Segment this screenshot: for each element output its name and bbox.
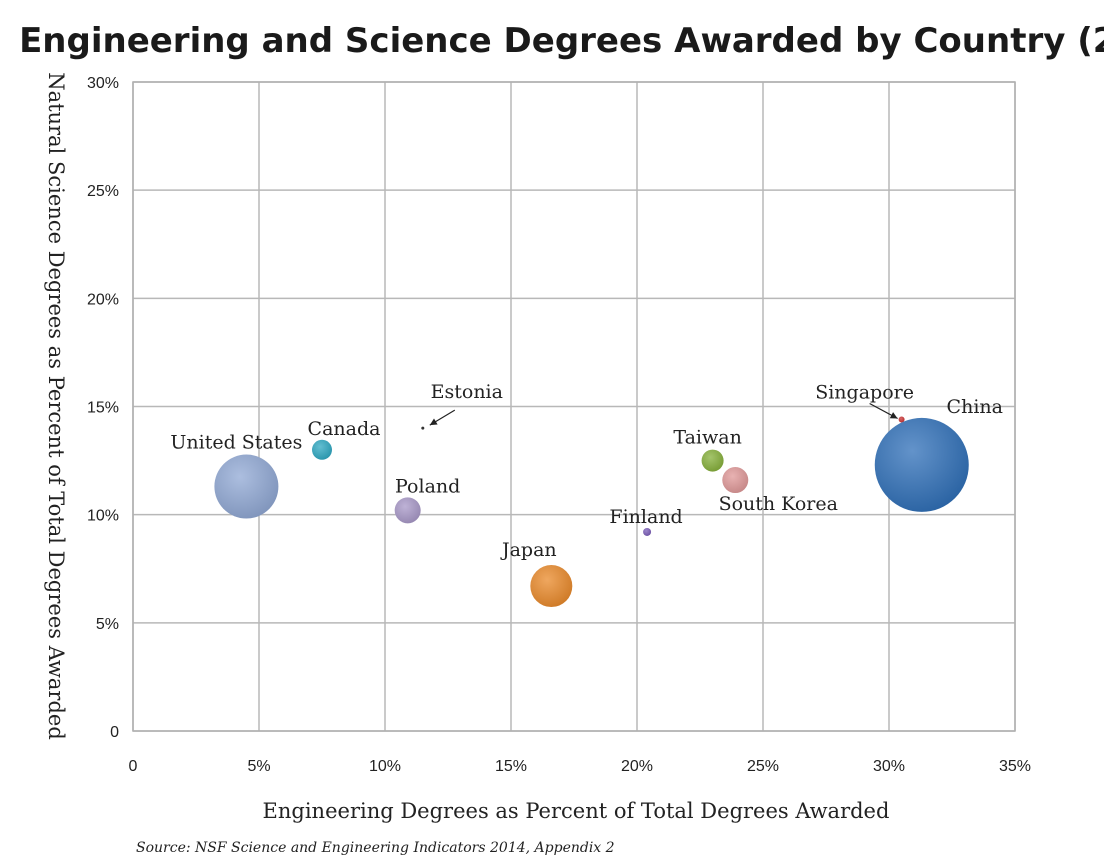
bubble-china — [874, 417, 969, 512]
x-tick-label: 5% — [247, 758, 270, 775]
bubble-poland — [394, 497, 421, 524]
label-finland: Finland — [609, 506, 682, 528]
y-tick-label: 20% — [87, 291, 119, 308]
x-tick-label: 0 — [129, 758, 138, 775]
x-tick-label: 30% — [873, 758, 905, 775]
y-tick-label: 25% — [87, 183, 119, 200]
bubble-south-korea — [722, 467, 749, 494]
y-axis-label: Natural Science Degrees as Percent of To… — [44, 72, 68, 740]
label-estonia: Estonia — [431, 381, 503, 403]
plot-frame — [132, 81, 1016, 732]
estonia-arrow-head — [429, 418, 438, 426]
y-tick-label: 15% — [87, 400, 119, 417]
label-united-states: United States — [170, 432, 302, 454]
y-tick-label: 0 — [110, 724, 119, 741]
bubble-japan — [530, 565, 573, 608]
bubble-canada — [312, 439, 332, 460]
label-poland: Poland — [395, 475, 460, 497]
label-singapore: Singapore — [815, 381, 914, 403]
x-tick-label: 15% — [495, 758, 527, 775]
label-china: China — [947, 396, 1003, 418]
label-canada: Canada — [308, 418, 381, 440]
label-japan: Japan — [500, 539, 557, 561]
bubble-united-states — [214, 454, 279, 519]
tick-labels: 0 5% 10% 15% 20% 25% 30% 35% 0 5% 10% 15% 20% 25% 30% — [87, 75, 1031, 775]
y-tick-label: 5% — [96, 616, 119, 633]
country-labels: United States Canada Estonia Poland Japan Fin… — [170, 381, 1003, 561]
x-tick-label: 20% — [621, 758, 653, 775]
y-tick-label: 30% — [87, 75, 119, 92]
chart-title: Engineering and Science Degrees Awarded … — [19, 21, 1104, 61]
singapore-arrow-head — [889, 412, 898, 419]
bubble-taiwan — [701, 449, 724, 472]
label-taiwan: Taiwan — [673, 427, 741, 449]
y-tick-label: 10% — [87, 508, 119, 525]
label-south-korea: South Korea — [719, 493, 838, 515]
bubble-finland — [643, 527, 652, 536]
bubble-singapore — [898, 416, 905, 423]
source-note: Source: NSF Science and Engineering Indi… — [136, 840, 615, 856]
bubble-estonia — [421, 426, 425, 430]
bubbles — [214, 416, 969, 608]
grid — [132, 81, 1016, 732]
x-tick-label: 10% — [369, 758, 401, 775]
x-tick-label: 35% — [999, 758, 1031, 775]
x-axis-label: Engineering Degrees as Percent of Total … — [263, 799, 890, 823]
x-tick-label: 25% — [747, 758, 779, 775]
